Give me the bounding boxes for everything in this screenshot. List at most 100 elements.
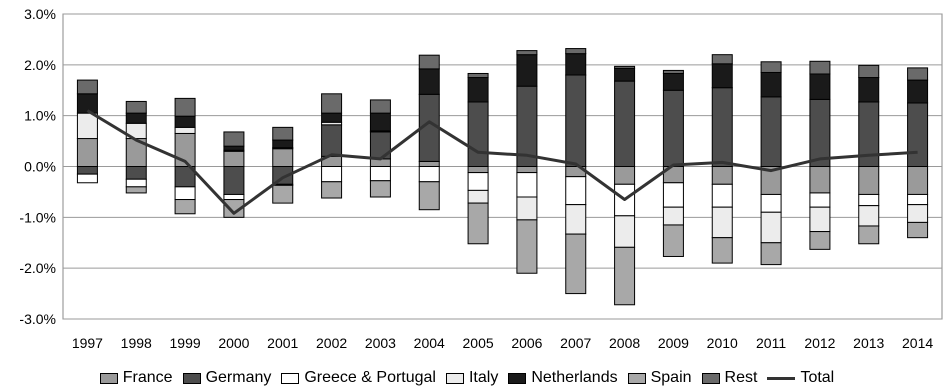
bar-segment-spain — [565, 233, 587, 295]
bar-segment-germany — [223, 166, 245, 195]
bar-segment-france — [711, 166, 733, 185]
legend-item-total: Total — [767, 369, 834, 387]
legend-line-total — [767, 376, 796, 380]
chart: 3.0% 2.0% 1.0% 0.0% -1.0% -2.0% -3.0% 1997 1998… — [19, 6, 943, 351]
bar-segment-italy — [760, 211, 782, 244]
bar-segment-spain — [907, 221, 929, 239]
bar-segment-rest — [272, 126, 294, 141]
bar-segment-rest — [614, 65, 636, 69]
legend-swatch-germany — [182, 372, 201, 384]
bar-segment-netherlands — [516, 54, 538, 87]
legend-swatch-rest — [701, 372, 720, 384]
bar-segment-france — [809, 166, 831, 194]
bar-segment-rest — [662, 69, 684, 74]
bar-segment-spain — [858, 225, 880, 245]
y-tick-label: 0.0% — [24, 159, 56, 175]
bar-segment-greece-portugal — [907, 193, 929, 206]
legend-label-italy: Italy — [468, 369, 499, 386]
bar-segment-italy — [711, 206, 733, 239]
x-tick-label: 2001 — [267, 335, 298, 351]
bar-segment-spain — [369, 180, 391, 198]
x-tick-label: 2013 — [853, 335, 884, 351]
bar-segment-france — [614, 166, 636, 185]
bar-segment-germany — [711, 87, 733, 167]
bar-segment-france — [858, 166, 880, 195]
bar-segment-italy — [614, 215, 636, 248]
bar-segment-greece-portugal — [662, 182, 684, 208]
bar-segment-rest — [321, 93, 343, 114]
bar-segment-italy — [662, 206, 684, 226]
x-tick-label: 2008 — [609, 335, 640, 351]
bar-segment-netherlands — [369, 112, 391, 132]
legend-swatch-spain — [627, 372, 646, 384]
legend-swatch-greece-portugal — [281, 372, 300, 384]
legend-item-greece-portugal: Greece & Portugal — [281, 369, 436, 387]
bar-segment-netherlands — [467, 77, 489, 103]
bar-segment-france — [272, 148, 294, 167]
bar-segment-france — [516, 166, 538, 174]
bar-segment-germany — [467, 101, 489, 167]
bar-segment-rest — [418, 54, 440, 70]
legend: France Germany Greece & Portugal Italy N… — [0, 366, 944, 390]
bar-segment-greece-portugal — [760, 193, 782, 213]
bar-segment-germany — [614, 80, 636, 167]
bar-segment-greece-portugal — [125, 178, 147, 188]
bar-segment-italy — [467, 189, 489, 204]
x-tick-label: 2007 — [560, 335, 591, 351]
bar-segment-greece-portugal — [418, 166, 440, 183]
bar-segment-italy — [907, 204, 929, 223]
bar-segment-rest — [858, 64, 880, 79]
bar-segment-netherlands — [321, 112, 343, 123]
x-axis-ticks: 1997 1998 1999 2000 2001 2002 2003 2004 2005 2006… — [72, 335, 934, 351]
x-tick-label: 2000 — [218, 335, 249, 351]
legend-item-netherlands: Netherlands — [508, 369, 618, 387]
legend-item-germany: Germany — [182, 369, 271, 387]
bar-segment-rest — [907, 67, 929, 81]
bar-segment-rest — [174, 97, 196, 117]
bar-segment-netherlands — [418, 68, 440, 95]
bar-segment-netherlands — [809, 73, 831, 100]
bar-segment-italy — [76, 112, 98, 140]
bar-segment-rest — [760, 61, 782, 73]
bar-segment-germany — [565, 74, 587, 167]
bar-segment-italy — [565, 204, 587, 235]
x-tick-label: 2010 — [707, 335, 738, 351]
x-tick-label: 2014 — [902, 335, 933, 351]
bar-segment-spain — [418, 181, 440, 211]
bar-segment-rest — [516, 50, 538, 56]
x-tick-label: 1997 — [72, 335, 103, 351]
bar-segment-rest — [809, 60, 831, 75]
x-tick-label: 2004 — [414, 335, 445, 351]
bar-segment-netherlands — [614, 67, 636, 82]
bar-segment-rest — [467, 72, 489, 79]
bar-segment-rest — [76, 79, 98, 95]
x-tick-label: 2005 — [463, 335, 494, 351]
bar-segment-rest — [565, 48, 587, 55]
bar-segment-italy — [174, 126, 196, 134]
x-tick-label: 2012 — [804, 335, 835, 351]
legend-label-france: France — [122, 369, 173, 386]
total-line — [86, 109, 918, 215]
bar-segment-greece-portugal — [369, 166, 391, 182]
x-tick-label: 2009 — [658, 335, 689, 351]
y-tick-label: -2.0% — [19, 260, 56, 276]
bar-segment-greece-portugal — [711, 183, 733, 208]
bar-segment-greece-portugal — [516, 172, 538, 198]
bar-segment-greece-portugal — [321, 166, 343, 183]
bar-segment-spain — [760, 242, 782, 266]
x-tick-label: 2006 — [511, 335, 542, 351]
bar-segment-netherlands — [760, 71, 782, 98]
bar-segment-netherlands — [662, 72, 684, 91]
y-tick-label: 3.0% — [24, 6, 56, 22]
bar-segment-spain — [662, 224, 684, 257]
legend-item-france: France — [99, 369, 173, 387]
bar-segment-france — [418, 160, 440, 168]
legend-label-greece-portugal: Greece & Portugal — [304, 369, 436, 386]
bar-segment-rest — [125, 100, 147, 114]
bar-segment-rest — [369, 99, 391, 114]
x-tick-label: 2003 — [365, 335, 396, 351]
bar-segment-germany — [760, 96, 782, 167]
y-axis-ticks: 3.0% 2.0% 1.0% 0.0% -1.0% -2.0% -3.0% — [19, 6, 56, 327]
bar-segment-netherlands — [125, 112, 147, 124]
bar-segment-spain — [174, 199, 196, 215]
